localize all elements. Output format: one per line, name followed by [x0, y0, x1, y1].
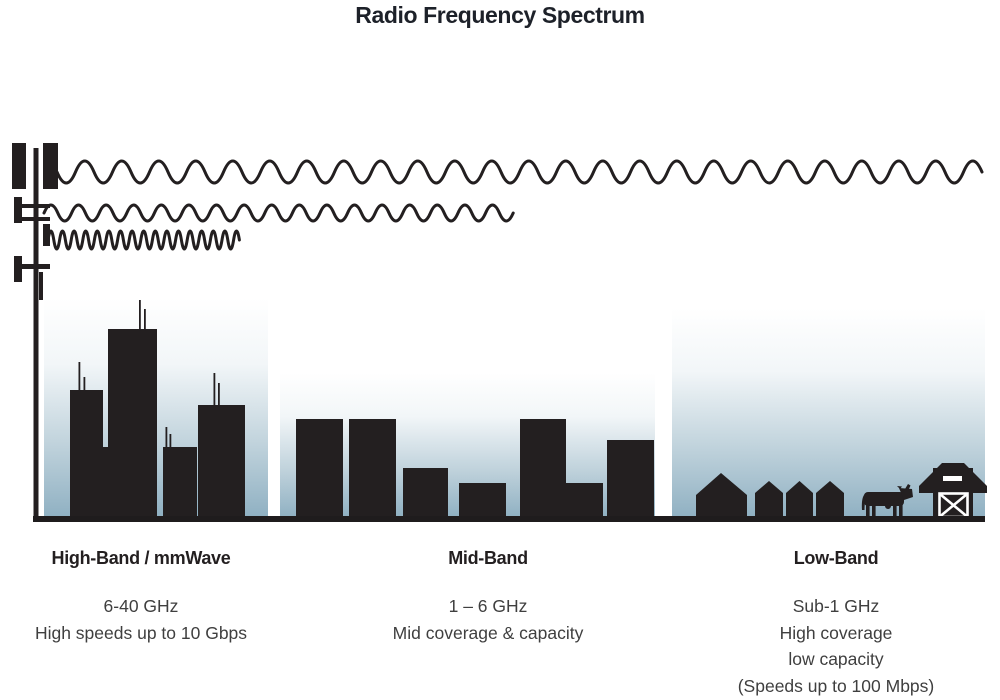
spectrum-scene — [12, 143, 987, 522]
band-label-mid: Mid-Band 1 – 6 GHz Mid coverage & capaci… — [318, 548, 658, 646]
barn-icon — [919, 463, 987, 519]
radio-waves — [42, 159, 984, 251]
band-name-low: Low-Band — [793, 548, 879, 568]
band-freq-low: Sub-1 GHz — [792, 596, 880, 616]
band-label-low: Low-Band Sub-1 GHz High coverage low cap… — [666, 548, 1000, 699]
cow-icon — [861, 484, 913, 518]
band-desc-low-2: low capacity — [788, 649, 884, 669]
mid-band-wave-icon — [42, 203, 515, 223]
band-name-mid: Mid-Band — [448, 548, 528, 568]
band-desc-low-1: High coverage — [779, 622, 893, 643]
midband-buildings-icon — [296, 419, 654, 520]
city-skyline-icon — [70, 300, 245, 520]
low-band-wave-icon — [55, 159, 984, 185]
suburban-houses-icon — [696, 473, 844, 518]
band-label-high: High-Band / mmWave 6-40 GHz High speeds … — [0, 548, 311, 646]
cell-tower-icon — [12, 143, 58, 518]
band-desc-low-3: (Speeds up to 100 Mbps) — [737, 675, 935, 696]
band-desc-mid: Mid coverage & capacity — [392, 622, 584, 643]
band-name-high: High-Band / mmWave — [51, 548, 231, 568]
band-freq-mid: 1 – 6 GHz — [448, 596, 528, 616]
page-title: Radio Frequency Spectrum — [355, 2, 645, 28]
band-desc-high: High speeds up to 10 Gbps — [34, 622, 248, 643]
ground-line — [33, 516, 985, 522]
high-band-wave-icon — [46, 229, 241, 251]
band-freq-high: 6-40 GHz — [103, 596, 179, 616]
